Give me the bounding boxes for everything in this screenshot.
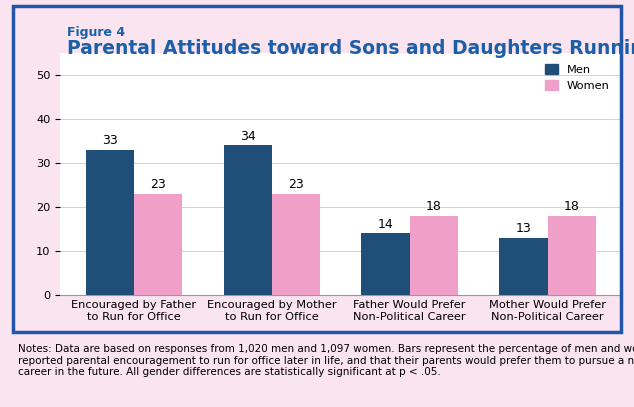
Bar (86, 150, 134, 295)
Text: 23: 23 (150, 178, 166, 191)
Bar (548, 216, 596, 295)
Bar (410, 216, 458, 295)
Bar (500, 238, 548, 295)
Text: 34: 34 (240, 130, 256, 143)
Text: Notes: Data are based on responses from 1,020 men and 1,097 women. Bars represen: Notes: Data are based on responses from … (18, 344, 634, 377)
Text: 23: 23 (288, 178, 304, 191)
Legend: Men, Women: Men, Women (540, 59, 616, 96)
Text: 14: 14 (378, 218, 394, 231)
Bar (361, 234, 410, 295)
Text: Figure 4: Figure 4 (67, 26, 125, 39)
Bar (134, 194, 182, 295)
Text: 18: 18 (426, 200, 442, 213)
Text: 18: 18 (564, 200, 579, 213)
Bar (272, 194, 320, 295)
Text: Parental Attitudes toward Sons and Daughters Running for Office: Parental Attitudes toward Sons and Daugh… (67, 39, 634, 58)
Text: 33: 33 (102, 134, 118, 147)
Text: 13: 13 (515, 222, 531, 235)
Bar (224, 145, 272, 295)
